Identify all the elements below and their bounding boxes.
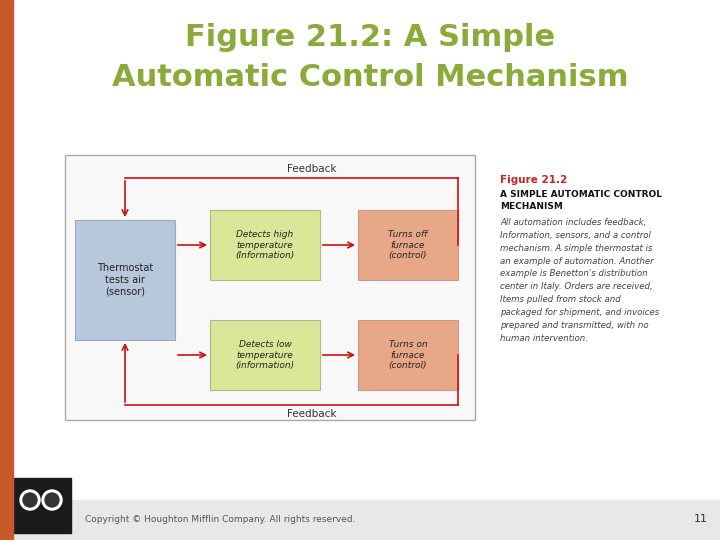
Text: Feedback: Feedback xyxy=(287,164,336,174)
Text: Copyright © Houghton Mifflin Company. All rights reserved.: Copyright © Houghton Mifflin Company. Al… xyxy=(85,515,356,523)
Bar xyxy=(358,320,458,390)
Bar xyxy=(358,210,458,280)
Text: All automation includes feedback,
Information, sensors, and a control
mechanism.: All automation includes feedback, Inform… xyxy=(500,218,660,343)
Circle shape xyxy=(45,493,59,507)
Circle shape xyxy=(42,490,62,510)
Bar xyxy=(0,0,13,540)
Bar xyxy=(0,500,720,540)
Bar xyxy=(13,478,71,533)
Text: Turns off
furnace
(control): Turns off furnace (control) xyxy=(388,230,428,260)
Text: 11: 11 xyxy=(694,514,708,524)
Text: Turns on
furnace
(control): Turns on furnace (control) xyxy=(389,340,428,370)
Text: Feedback: Feedback xyxy=(287,409,336,419)
Bar xyxy=(210,210,320,280)
Circle shape xyxy=(20,490,40,510)
Text: Thermostat
tests air
(sensor): Thermostat tests air (sensor) xyxy=(97,264,153,296)
Bar xyxy=(65,155,475,420)
Bar xyxy=(75,220,175,340)
Text: Detects high
temperature
(Information): Detects high temperature (Information) xyxy=(235,230,294,260)
Text: A SIMPLE AUTOMATIC CONTROL: A SIMPLE AUTOMATIC CONTROL xyxy=(500,190,662,199)
Circle shape xyxy=(23,493,37,507)
Text: Automatic Control Mechanism: Automatic Control Mechanism xyxy=(112,64,629,92)
Text: Figure 21.2: Figure 21.2 xyxy=(500,175,567,185)
Bar xyxy=(210,320,320,390)
Text: MECHANISM: MECHANISM xyxy=(500,202,563,211)
Text: Figure 21.2: A Simple: Figure 21.2: A Simple xyxy=(185,24,555,52)
Text: Detects low
temperature
(information): Detects low temperature (information) xyxy=(235,340,294,370)
